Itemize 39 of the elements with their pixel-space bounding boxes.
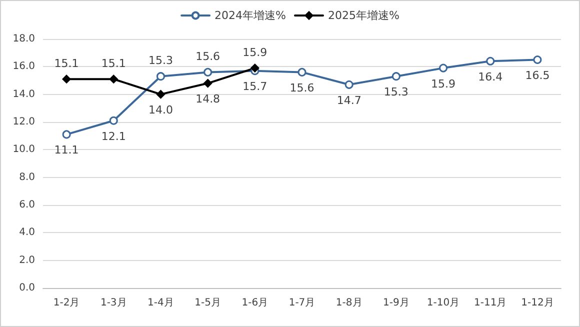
y-tick-label: 4.0 (19, 227, 35, 238)
data-label: 16.4 (478, 70, 503, 84)
data-label: 14.8 (196, 92, 220, 106)
y-tick-label: 10.0 (12, 144, 35, 156)
y-tick-label: 0.0 (19, 282, 35, 294)
data-label: 15.3 (384, 86, 408, 99)
y-tick-label: 18.0 (12, 34, 35, 44)
data-label: 12.1 (101, 130, 126, 143)
y-tick-label: 8.0 (19, 172, 35, 183)
x-tick-label: 1-10月 (426, 298, 460, 308)
data-label: 15.7 (242, 80, 268, 94)
data-label: 15.3 (148, 54, 173, 68)
x-tick-label: 1-4月 (148, 298, 174, 308)
y-tick-label: 14.0 (12, 88, 35, 100)
x-tick-label: 1-9月 (383, 298, 410, 308)
x-tick-label: 1-2月 (53, 298, 80, 308)
y-tick-label: 2.0 (19, 254, 35, 266)
x-tick-label: 1-5月 (194, 298, 221, 308)
y-tick-label: 12.0 (12, 116, 35, 128)
x-tick-label: 1-11月 (474, 298, 507, 308)
x-tick-label: 1-8月 (336, 298, 362, 308)
data-label: 14.7 (336, 94, 362, 107)
data-label: 16.5 (525, 69, 550, 82)
legend-label: 2024年增速% (214, 9, 286, 22)
data-label: 15.9 (242, 46, 268, 59)
data-label: 15.1 (101, 56, 126, 70)
data-label: 15.6 (196, 50, 220, 63)
x-tick-label: 1-12月 (521, 298, 554, 308)
data-label: 15.6 (290, 81, 314, 94)
x-tick-label: 1-6月 (242, 298, 268, 308)
x-tick-label: 1-3月 (100, 298, 127, 308)
data-label: 15.1 (54, 56, 79, 70)
data-label: 11.1 (54, 144, 79, 157)
data-label: 14.0 (148, 104, 173, 117)
legend-label: 2025年增速% (328, 9, 400, 22)
y-tick-label: 16.0 (12, 61, 35, 72)
data-label: 15.9 (431, 77, 456, 90)
y-tick-label: 6.0 (19, 200, 35, 210)
x-tick-label: 1-7月 (288, 298, 316, 308)
